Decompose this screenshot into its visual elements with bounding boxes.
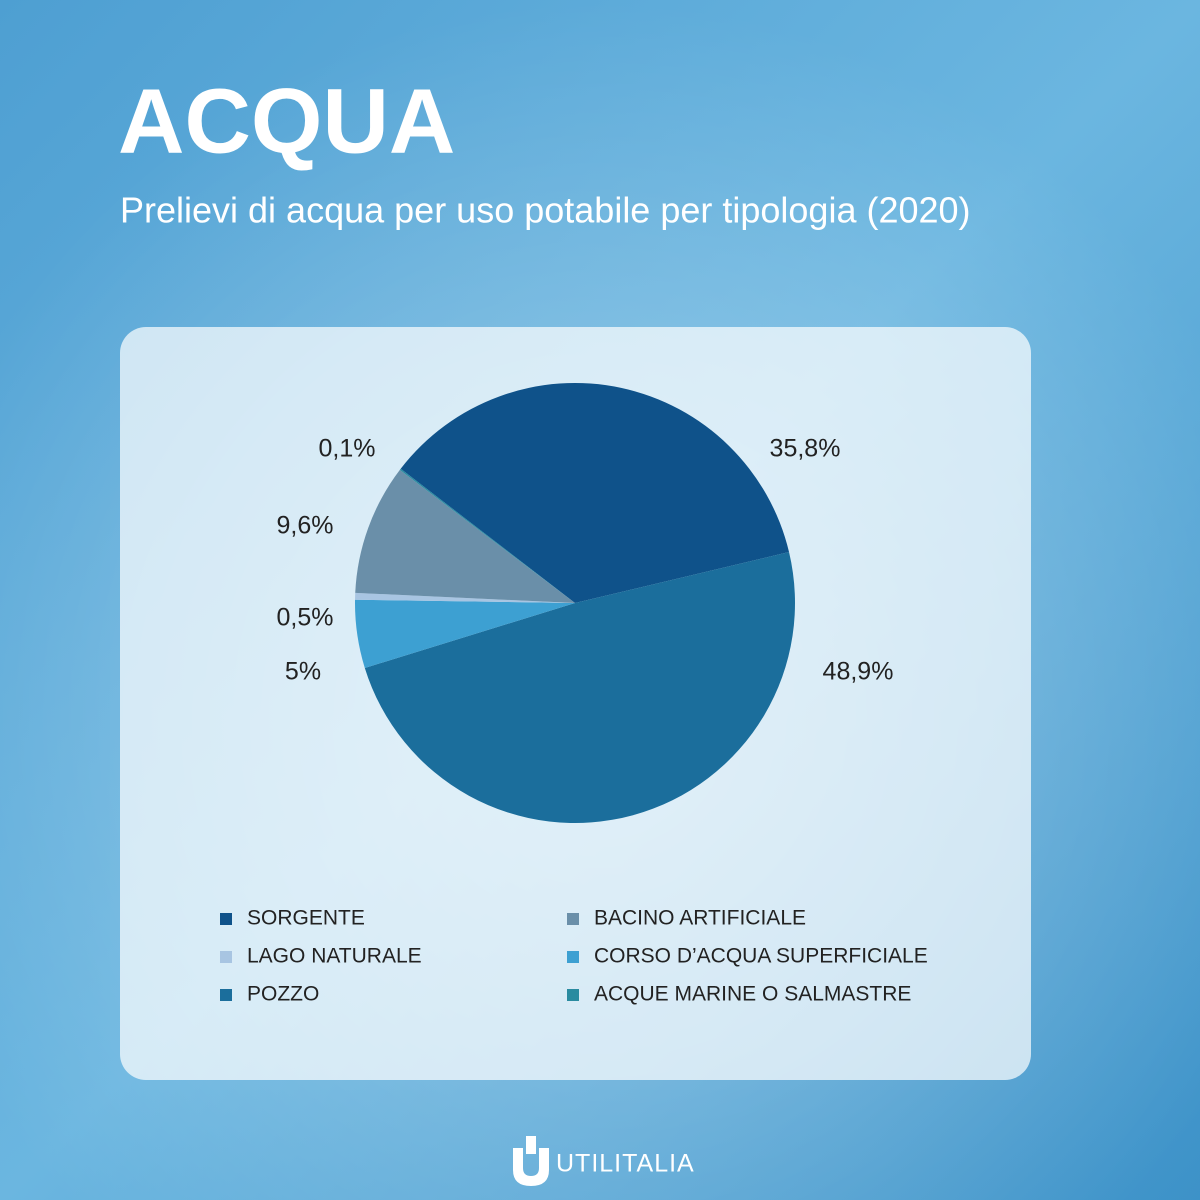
legend-swatch [567, 913, 579, 925]
value-label: 0,5% [277, 604, 334, 632]
legend-swatch [220, 951, 232, 963]
subtitle: Prelievi di acqua per uso potabile per t… [120, 190, 971, 231]
logo: UTILITALIA [513, 1136, 695, 1186]
logo-icon [513, 1148, 549, 1186]
pie-slice [355, 599, 575, 668]
value-label: 9,6% [277, 512, 334, 540]
brand: UTILITALIA [556, 1150, 695, 1178]
pie: 35,8% 48,9% 5% 0,5% 9,6% 0,1% [277, 383, 894, 823]
legend-swatch [220, 913, 232, 925]
legend-label: BACINO ARTIFICIALE [594, 907, 806, 930]
pie-slice [364, 552, 795, 823]
legend-label: SORGENTE [247, 907, 365, 930]
legend-label: ACQUE MARINE O SALMASTRE [594, 983, 911, 1006]
value-label: 0,1% [319, 435, 376, 463]
pie-slice [355, 592, 575, 603]
legend-swatch [567, 951, 579, 963]
legend-label: POZZO [247, 983, 319, 1006]
value-label: 48,9% [823, 658, 894, 686]
legend-swatch [220, 989, 232, 1001]
legend-swatch [567, 989, 579, 1001]
pie-slice [400, 383, 790, 603]
legend-label: LAGO NATURALE [247, 945, 422, 968]
value-label: 35,8% [770, 435, 841, 463]
title: ACQUA [118, 70, 455, 172]
value-label: 5% [285, 658, 321, 686]
legend-label: CORSO D’ACQUA SUPERFICIALE [594, 945, 928, 968]
pie-slice [355, 469, 575, 603]
logo-icon [526, 1136, 536, 1154]
pie-slice [399, 468, 575, 603]
legend: SORGENTE POZZO CORSO D’ACQUA SUPERFICIALE L… [220, 907, 928, 1006]
